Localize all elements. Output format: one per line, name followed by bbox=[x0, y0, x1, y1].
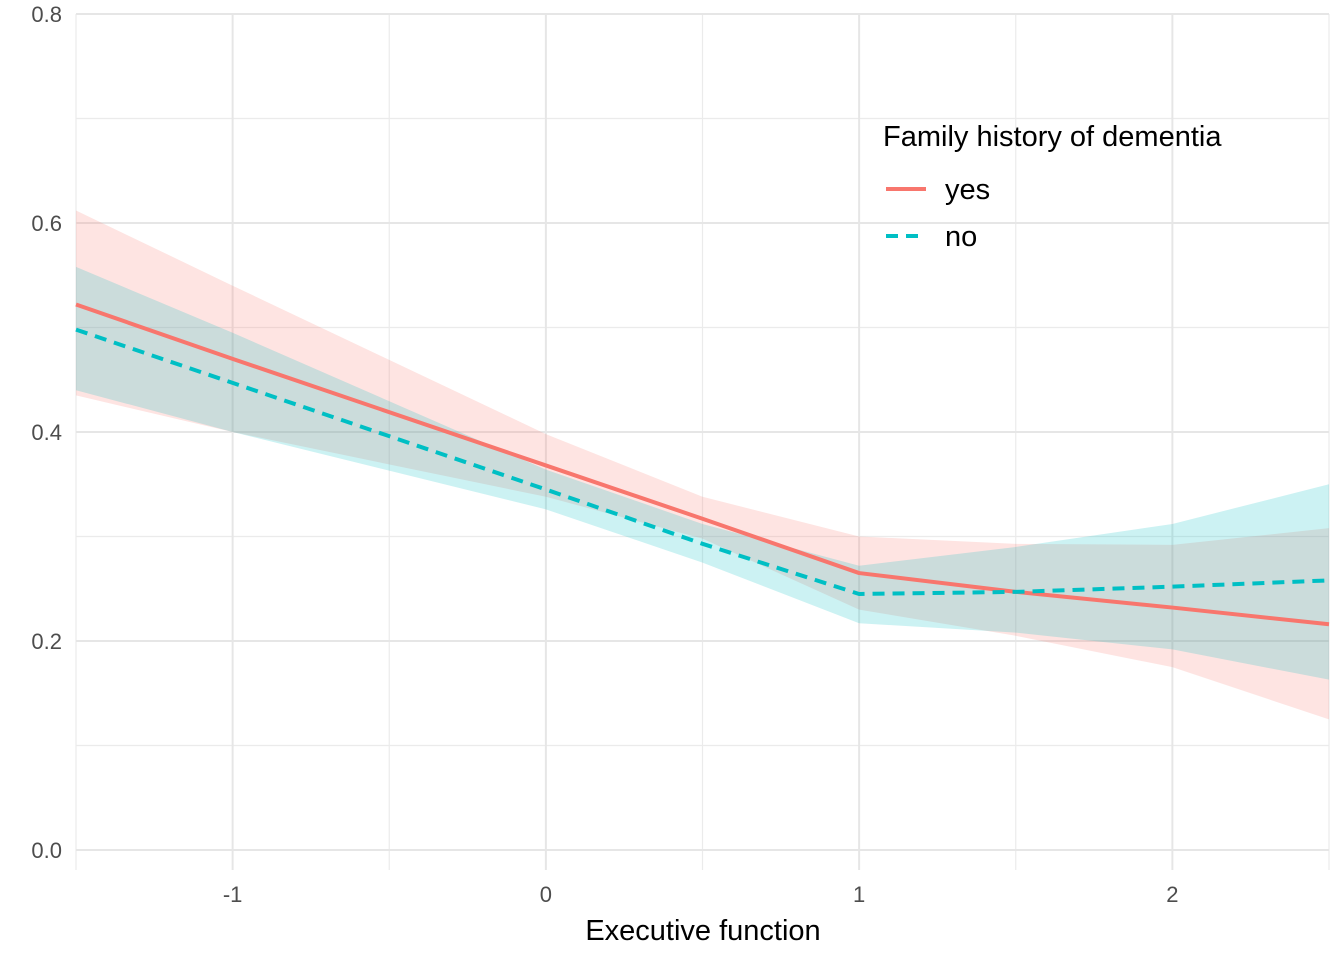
y-tick-label: 0.2 bbox=[31, 629, 62, 654]
y-tick-label: 0.6 bbox=[31, 211, 62, 236]
y-tick-label: 0.0 bbox=[31, 838, 62, 863]
y-tick-label: 0.8 bbox=[31, 2, 62, 27]
grid-lines bbox=[75, 13, 1330, 870]
legend-label-yes: yes bbox=[945, 174, 990, 206]
x-tick-label: 1 bbox=[853, 882, 865, 907]
series-line-no bbox=[75, 327, 1330, 596]
confidence-band-no bbox=[76, 266, 1329, 680]
x-tick-label: -1 bbox=[223, 882, 243, 907]
series-line-yes bbox=[75, 302, 1330, 627]
series-lines bbox=[75, 302, 1330, 627]
x-axis-tick-labels: -1 0 1 2 bbox=[223, 882, 1179, 907]
y-tick-label: 0.4 bbox=[31, 420, 62, 445]
legend: Family history of dementia yes no bbox=[883, 121, 1222, 253]
x-tick-label: 2 bbox=[1166, 882, 1178, 907]
legend-label-no: no bbox=[945, 221, 977, 253]
x-tick-label: 0 bbox=[540, 882, 552, 907]
legend-title: Family history of dementia bbox=[883, 121, 1222, 153]
y-axis-tick-labels: 0.0 0.2 0.4 0.6 0.8 bbox=[31, 2, 62, 863]
x-axis-label: Executive function bbox=[585, 915, 820, 947]
